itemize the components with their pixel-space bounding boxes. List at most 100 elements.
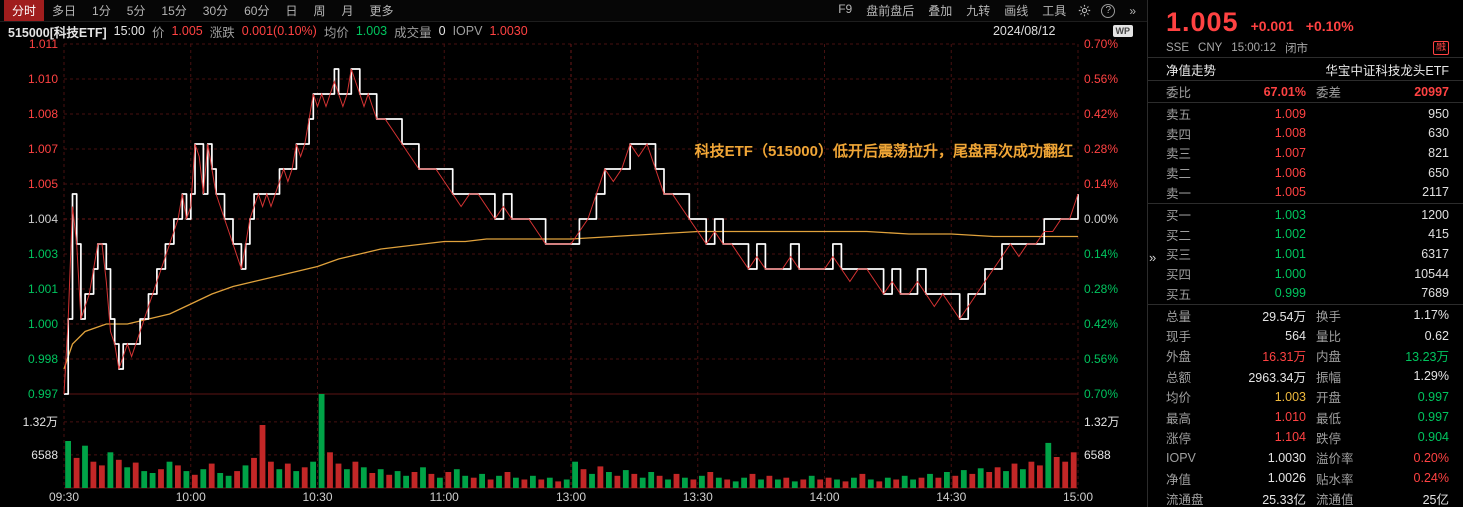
toolbar-tab-0[interactable]: 分时 bbox=[4, 0, 45, 21]
pct-axis-label: 0.42% bbox=[1084, 107, 1119, 121]
toolbar-tab-9[interactable]: 月 bbox=[341, 4, 354, 18]
ask-price[interactable]: 1.007 bbox=[1274, 145, 1306, 160]
bid-row[interactable]: 买二 1.002 415 bbox=[1166, 225, 1449, 245]
gear-icon[interactable] bbox=[1078, 4, 1091, 17]
avg-label: 均价 bbox=[323, 25, 349, 40]
price-change-pct: +0.10% bbox=[1305, 18, 1354, 34]
bid-price[interactable]: 0.999 bbox=[1274, 286, 1306, 301]
time-axis-label: 09:30 bbox=[48, 490, 80, 504]
wp-logo: WP bbox=[1112, 25, 1133, 37]
time-axis-label: 10:30 bbox=[302, 490, 333, 504]
price-axis-label: 1.008 bbox=[27, 107, 58, 121]
ask-price[interactable]: 1.009 bbox=[1274, 106, 1306, 121]
toolbar-item-0[interactable]: F9 bbox=[838, 2, 853, 16]
price-axis-label: 1.004 bbox=[27, 212, 58, 226]
pct-axis-label: 0.70% bbox=[1084, 387, 1119, 401]
stat-value: 29.54万 bbox=[1262, 309, 1306, 324]
ask-row[interactable]: 卖二 1.006 650 bbox=[1166, 163, 1449, 183]
bid-price[interactable]: 1.001 bbox=[1274, 246, 1306, 261]
price-axis-label: 0.997 bbox=[27, 387, 58, 401]
stat-value: 564 bbox=[1285, 328, 1306, 343]
annotation-text: 科技ETF（515000）低开后震荡拉升，尾盘再次成功翻红 bbox=[694, 143, 1073, 160]
stat-label: 溢价率 bbox=[1316, 452, 1354, 467]
bid-row[interactable]: 买四 1.000 10544 bbox=[1166, 264, 1449, 284]
bid-row[interactable]: 买三 1.001 6317 bbox=[1166, 244, 1449, 264]
time-axis-label: 13:30 bbox=[682, 490, 713, 504]
toolbar-item-5[interactable]: 工具 bbox=[1042, 4, 1067, 18]
volume-label: 成交量 bbox=[394, 25, 432, 40]
stat-value: 2963.34万 bbox=[1248, 370, 1306, 385]
toolbar-item-1[interactable]: 盘前盘后 bbox=[866, 4, 915, 18]
stat-label: IOPV bbox=[1166, 450, 1196, 465]
time-axis-label: 14:00 bbox=[809, 490, 840, 504]
stat-label: 净值 bbox=[1166, 472, 1192, 487]
toolbar-tab-3[interactable]: 5分 bbox=[126, 4, 146, 18]
bid-price[interactable]: 1.003 bbox=[1274, 207, 1306, 222]
ask-row[interactable]: 卖四 1.008 630 bbox=[1166, 124, 1449, 144]
toolbar-item-4[interactable]: 画线 bbox=[1004, 4, 1029, 18]
ask-label: 卖一 bbox=[1166, 186, 1192, 201]
ask-row[interactable]: 卖一 1.005 2117 bbox=[1166, 182, 1449, 202]
symbol-label: 515000[科技ETF] bbox=[8, 25, 107, 40]
chart-section: 分时 多日 1分 5分 15分 30分 60分 日 周 月 更多 F9 盘前盘后 叠加 九转 画线 工具 ? … bbox=[0, 0, 1147, 507]
volume-axis-label: 1.32万 bbox=[1084, 414, 1120, 429]
ask-row[interactable]: 卖三 1.007 821 bbox=[1166, 143, 1449, 163]
currency-label: CNY bbox=[1198, 41, 1223, 54]
intraday-chart[interactable]: 科技ETF（515000）低开后震荡拉升，尾盘再次成功翻红 1.011 1.010… bbox=[0, 37, 1147, 507]
volume-axis-label: 6588 bbox=[31, 447, 58, 462]
bid-label: 买三 bbox=[1166, 248, 1192, 263]
stat-label: 流通值 bbox=[1316, 493, 1354, 507]
toolbar-tab-6[interactable]: 60分 bbox=[244, 4, 270, 18]
pct-axis-label: 0.28% bbox=[1084, 282, 1119, 296]
toolbar-item-2[interactable]: 叠加 bbox=[928, 4, 953, 18]
price-axis-label: 1.005 bbox=[27, 177, 58, 191]
ask-label: 卖二 bbox=[1166, 167, 1192, 182]
ask-price[interactable]: 1.006 bbox=[1274, 165, 1306, 180]
toolbar-tab-1[interactable]: 多日 bbox=[52, 4, 77, 18]
stat-row: 流通盘 25.33亿 流通值 25亿 bbox=[1148, 488, 1463, 507]
bid-price[interactable]: 1.000 bbox=[1274, 266, 1306, 281]
nav-trend-link[interactable]: 净值走势 bbox=[1166, 63, 1217, 78]
toolbar-tab-5[interactable]: 30分 bbox=[202, 4, 229, 18]
header-iopv: 1.0030 bbox=[489, 24, 528, 38]
intraday-chart-canvas[interactable] bbox=[0, 40, 1147, 507]
price-axis-label: 1.000 bbox=[27, 317, 58, 331]
price-axis-label: 1.003 bbox=[27, 247, 58, 261]
price-change: +0.001 bbox=[1250, 18, 1294, 34]
pct-axis-label: 0.42% bbox=[1084, 317, 1119, 331]
stat-label: 内盘 bbox=[1316, 350, 1342, 365]
help-icon[interactable]: ? bbox=[1101, 3, 1116, 18]
ask-volume: 950 bbox=[1428, 106, 1449, 121]
ask-price[interactable]: 1.008 bbox=[1274, 126, 1306, 141]
collapse-panel-icon[interactable]: » bbox=[1149, 250, 1157, 265]
toolbar-overflow-icon[interactable]: » bbox=[1129, 3, 1136, 18]
price-axis-label: 0.998 bbox=[27, 352, 58, 366]
stat-value: 1.29% bbox=[1413, 369, 1449, 384]
stat-label: 外盘 bbox=[1166, 350, 1192, 365]
stat-value: 0.24% bbox=[1413, 471, 1449, 486]
quote-head: 1.005 +0.001 +0.10% bbox=[1148, 0, 1463, 38]
toolbar-tab-10[interactable]: 更多 bbox=[369, 4, 394, 18]
bid-row[interactable]: 买五 0.999 7689 bbox=[1166, 283, 1449, 303]
nav-row: 净值走势 华宝中证科技龙头ETF bbox=[1148, 57, 1463, 81]
ask-volume: 2117 bbox=[1422, 185, 1449, 200]
price-label: 价 bbox=[151, 25, 165, 40]
bid-volume: 10544 bbox=[1414, 266, 1449, 281]
bid-row[interactable]: 买一 1.003 1200 bbox=[1166, 205, 1449, 225]
ask-price[interactable]: 1.005 bbox=[1274, 185, 1306, 200]
toolbar-tab-2[interactable]: 1分 bbox=[92, 4, 111, 18]
ask-row[interactable]: 卖五 1.009 950 bbox=[1166, 104, 1449, 124]
toolbar-tab-7[interactable]: 日 bbox=[285, 4, 298, 18]
ask-label: 卖三 bbox=[1166, 147, 1192, 162]
bid-label: 买五 bbox=[1166, 287, 1192, 302]
header-volume: 0 bbox=[438, 24, 446, 38]
toolbar-item-3[interactable]: 九转 bbox=[966, 4, 991, 18]
toolbar-tab-4[interactable]: 15分 bbox=[161, 4, 187, 18]
time-axis-label: 10:00 bbox=[175, 490, 206, 504]
pct-axis-label: 0.14% bbox=[1084, 247, 1119, 261]
price-axis-label: 1.001 bbox=[27, 282, 58, 296]
bid-price[interactable]: 1.002 bbox=[1274, 227, 1306, 242]
last-price: 1.005 bbox=[1166, 7, 1239, 37]
toolbar-tab-8[interactable]: 周 bbox=[313, 4, 326, 18]
